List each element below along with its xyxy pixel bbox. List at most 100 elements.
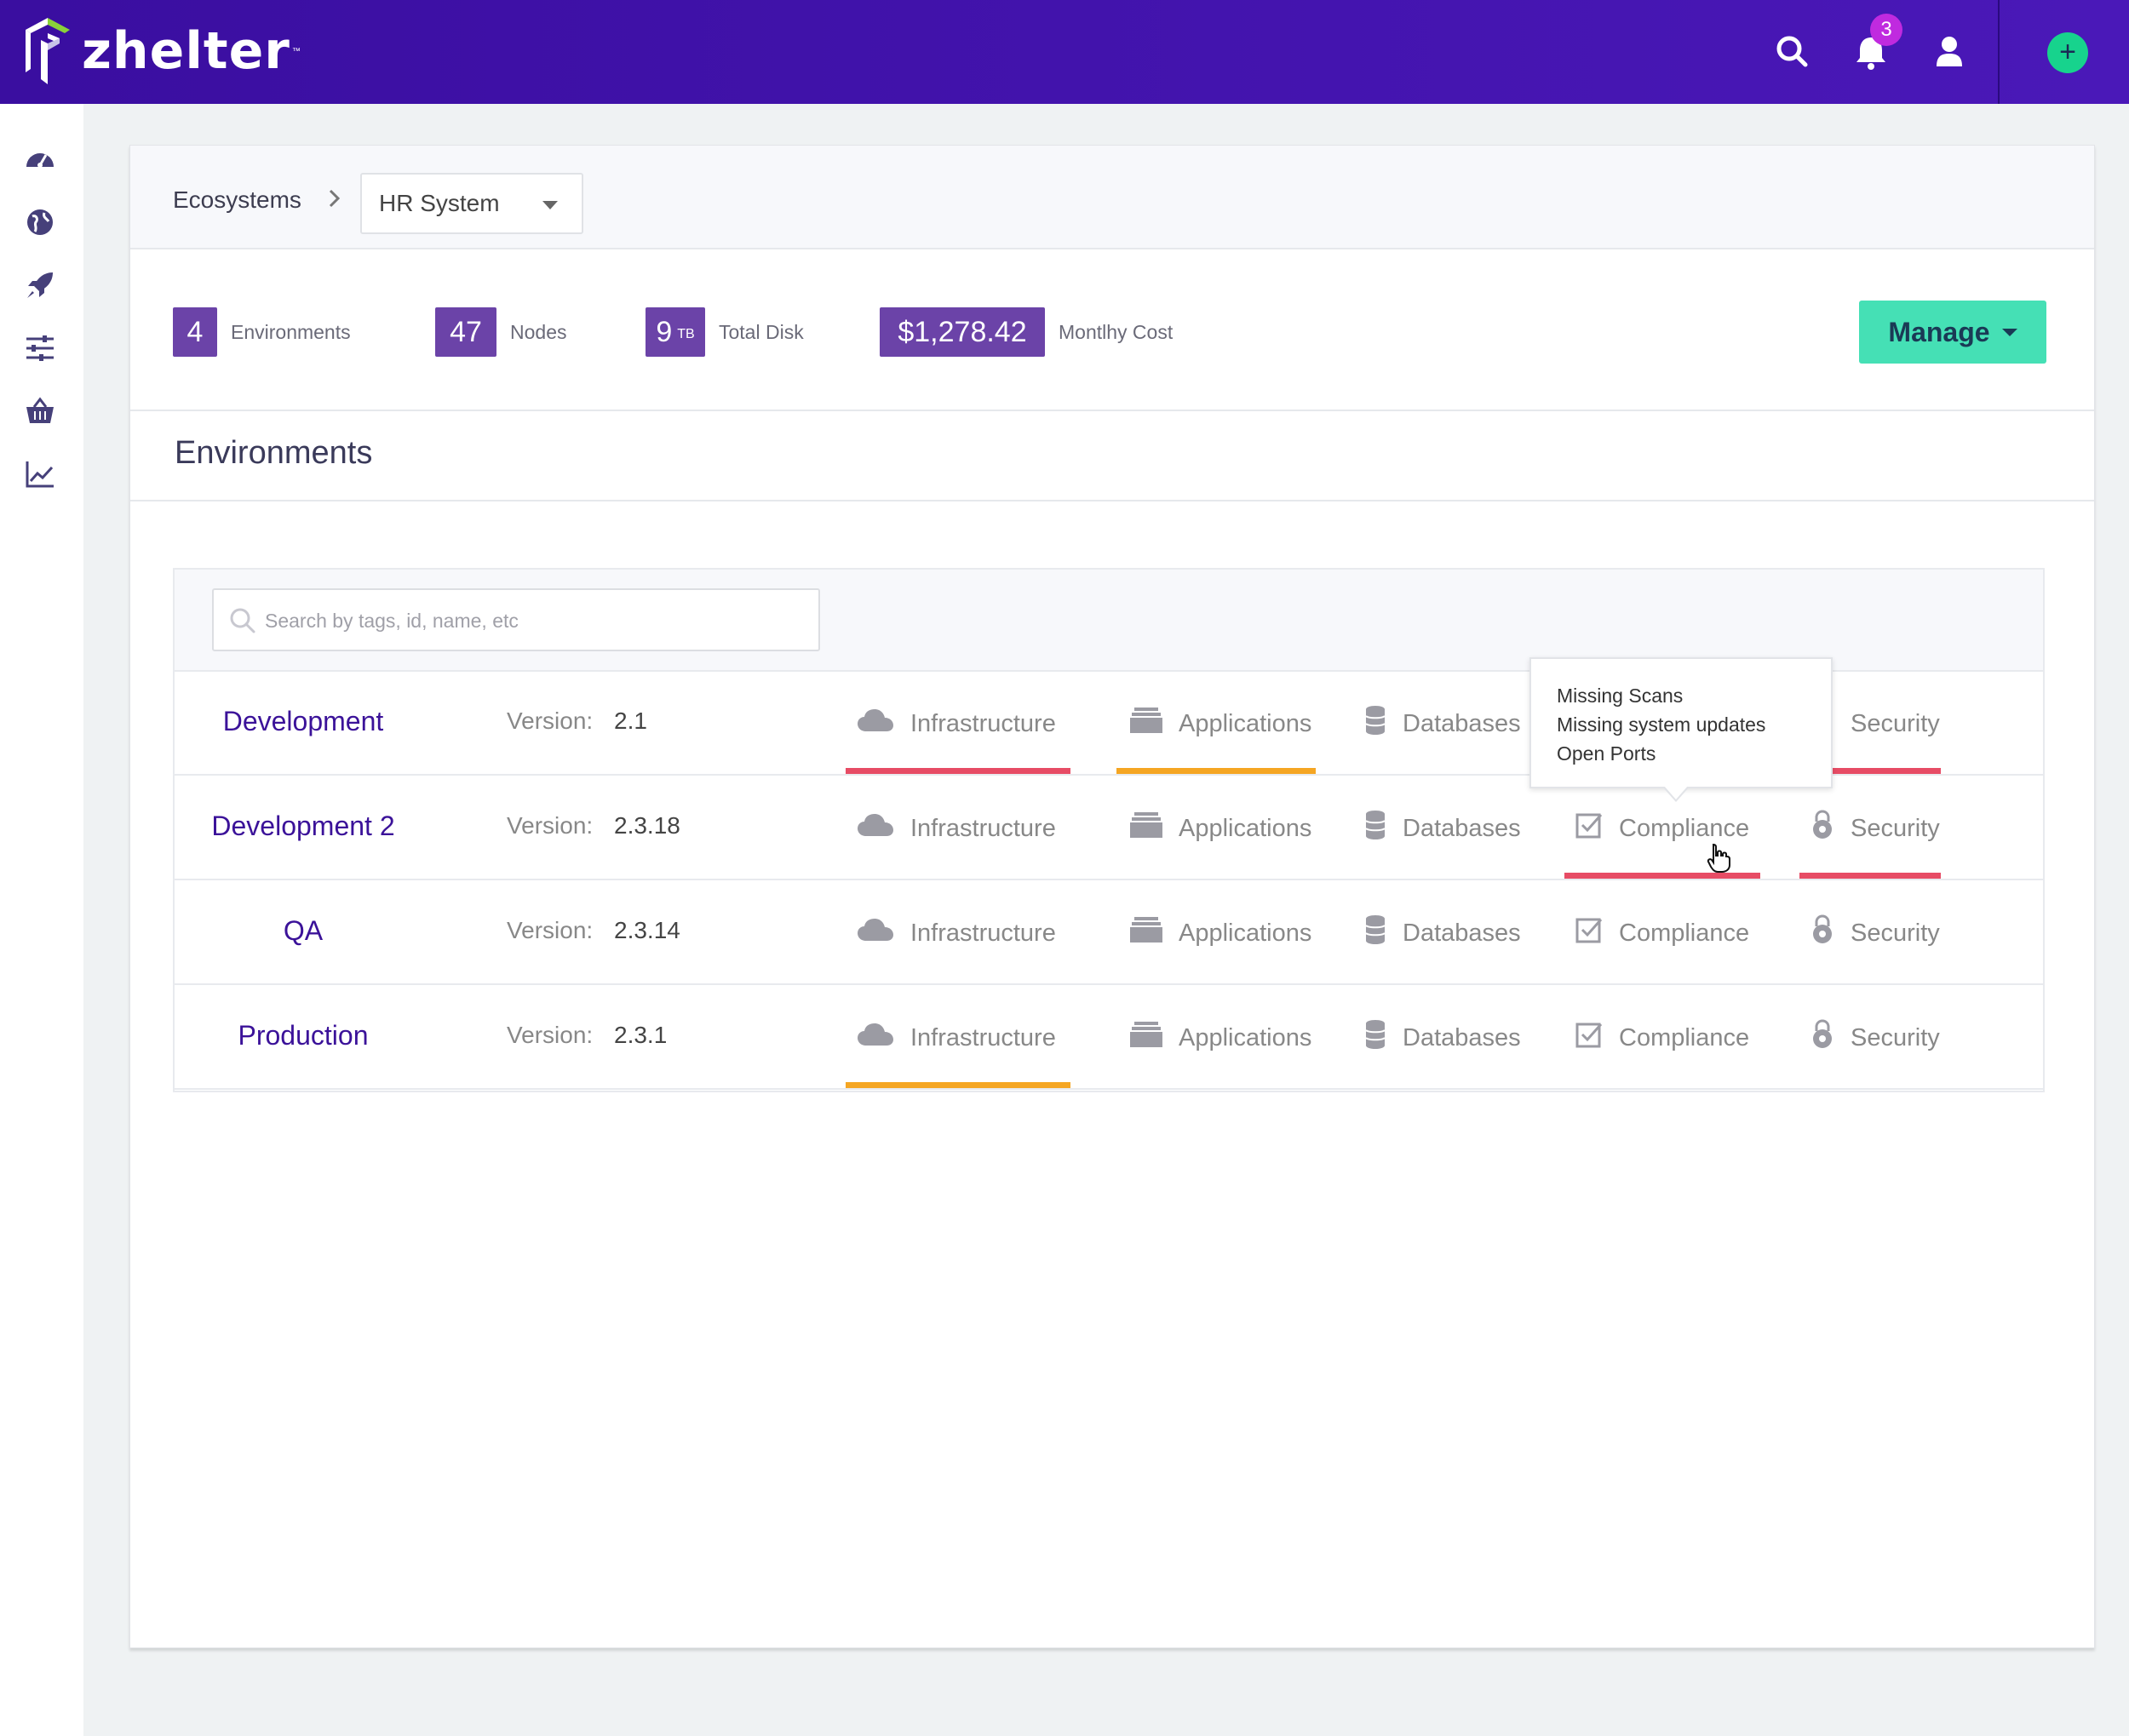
top-bar: zhelter ™ 3 + [0, 0, 2129, 104]
logo[interactable]: zhelter ™ [26, 17, 301, 85]
category-label: Infrastructure [910, 919, 1056, 947]
search-box[interactable] [212, 588, 820, 651]
compliance-tooltip: Missing Scans Missing system updates Ope… [1529, 657, 1833, 802]
globe-icon[interactable] [24, 206, 56, 238]
divider [130, 410, 2094, 411]
environment-name[interactable]: Development 2 [211, 811, 395, 841]
stat-environments: 4 Environments [173, 307, 351, 357]
database-icon [1363, 1019, 1387, 1057]
divider [130, 500, 2094, 501]
category-infrastructure[interactable]: Infrastructure [856, 702, 1056, 745]
lock-icon [1810, 810, 1835, 847]
category-label: Security [1851, 709, 1940, 737]
category-compliance[interactable]: Compliance [1575, 912, 1749, 954]
category-databases[interactable]: Databases [1363, 702, 1521, 745]
status-underline-red [1799, 873, 1941, 879]
notification-badge: 3 [1870, 14, 1902, 46]
category-infrastructure[interactable]: Infrastructure [856, 807, 1056, 850]
top-divider [1998, 0, 2000, 104]
category-label: Compliance [1619, 1023, 1750, 1051]
category-infrastructure[interactable]: Infrastructure [856, 912, 1056, 954]
category-label: Databases [1403, 1023, 1521, 1051]
stat-environments-label: Environments [231, 320, 351, 343]
search-bar [175, 570, 2043, 672]
stat-nodes: 47 Nodes [435, 307, 566, 357]
category-infrastructure[interactable]: Infrastructure [856, 1017, 1056, 1059]
archive-icon [1129, 811, 1163, 846]
add-button[interactable]: + [2047, 32, 2088, 73]
category-applications[interactable]: Applications [1129, 807, 1311, 850]
category-label: Applications [1179, 919, 1312, 947]
sidebar [0, 104, 83, 1736]
brand-name: zhelter [82, 21, 290, 81]
breadcrumb-root[interactable]: Ecosystems [173, 186, 301, 213]
environment-name[interactable]: Development [222, 706, 384, 736]
cloud-icon [856, 1020, 895, 1056]
category-label: Applications [1179, 814, 1312, 842]
category-compliance[interactable]: Compliance [1575, 807, 1749, 850]
status-underline-red [846, 768, 1070, 774]
environment-name[interactable]: QA [283, 915, 324, 946]
category-label: Databases [1403, 814, 1521, 842]
category-applications[interactable]: Applications [1129, 1017, 1311, 1059]
stat-environments-value: 4 [173, 307, 217, 357]
status-underline-red [1799, 768, 1941, 774]
stat-cost-value: $1,278.42 [880, 307, 1045, 357]
category-compliance[interactable]: Compliance [1575, 1017, 1749, 1059]
category-label: Compliance [1619, 814, 1750, 842]
category-label: Applications [1179, 1023, 1312, 1051]
category-security[interactable]: Security [1810, 912, 1940, 954]
category-label: Databases [1403, 919, 1521, 947]
tooltip-line: Open Ports [1557, 742, 1656, 765]
version-label: Version: [507, 708, 594, 734]
user-icon[interactable] [1930, 32, 1969, 72]
category-applications[interactable]: Applications [1129, 702, 1311, 745]
cloud-icon [856, 915, 895, 951]
zhelter-logo-icon [26, 18, 70, 84]
database-icon [1363, 914, 1387, 952]
archive-icon [1129, 706, 1163, 742]
stat-nodes-value: 47 [435, 307, 496, 357]
dashboard-icon[interactable] [24, 143, 56, 175]
version-label: Version: [507, 812, 594, 839]
lock-icon [1810, 1019, 1835, 1057]
category-security[interactable]: Security [1810, 807, 1940, 850]
checkbox-icon [1575, 915, 1604, 951]
category-applications[interactable]: Applications [1129, 912, 1311, 954]
table-row[interactable]: Production Version: 2.3.1 Infrastructure App… [175, 986, 2043, 1090]
search-input[interactable] [265, 605, 793, 636]
stat-cost-label: Montlhy Cost [1059, 320, 1174, 343]
category-databases[interactable]: Databases [1363, 1017, 1521, 1059]
category-databases[interactable]: Databases [1363, 912, 1521, 954]
environment-name[interactable]: Production [238, 1020, 369, 1051]
manage-button[interactable]: Manage [1859, 301, 2046, 364]
tooltip-line: Missing system updates [1557, 713, 1766, 736]
stat-cost: $1,278.42 Montlhy Cost [880, 307, 1173, 357]
basket-icon[interactable] [24, 395, 56, 427]
lock-icon [1810, 914, 1835, 952]
archive-icon [1129, 915, 1163, 951]
table-row[interactable]: QA Version: 2.3.14 Infrastructure Applicatio… [175, 881, 2043, 985]
tooltip-line: Missing Scans [1557, 685, 1684, 707]
category-label: Infrastructure [910, 709, 1056, 737]
category-databases[interactable]: Databases [1363, 807, 1521, 850]
cloud-icon [856, 706, 895, 742]
table-row[interactable]: Development 2 Version: 2.3.18 Infrastructur… [175, 776, 2043, 880]
version-label: Version: [507, 917, 594, 943]
version-label: Version: [507, 1022, 594, 1048]
version-value: 2.3.18 [614, 812, 680, 839]
stat-disk-label: Total Disk [719, 320, 804, 343]
ecosystem-select[interactable]: HR System [360, 173, 583, 234]
version-value: 2.3.14 [614, 917, 680, 943]
search-icon[interactable] [1773, 32, 1812, 72]
archive-icon [1129, 1020, 1163, 1056]
rocket-icon[interactable] [24, 269, 56, 301]
category-security[interactable]: Security [1810, 1017, 1940, 1059]
version-value: 2.3.1 [614, 1022, 668, 1048]
category-label: Compliance [1619, 919, 1750, 947]
chart-line-icon[interactable] [24, 458, 56, 490]
stat-disk-value: 9 TB [646, 307, 705, 357]
category-label: Infrastructure [910, 1023, 1056, 1051]
sliders-icon[interactable] [24, 332, 56, 364]
stat-nodes-label: Nodes [510, 320, 567, 343]
